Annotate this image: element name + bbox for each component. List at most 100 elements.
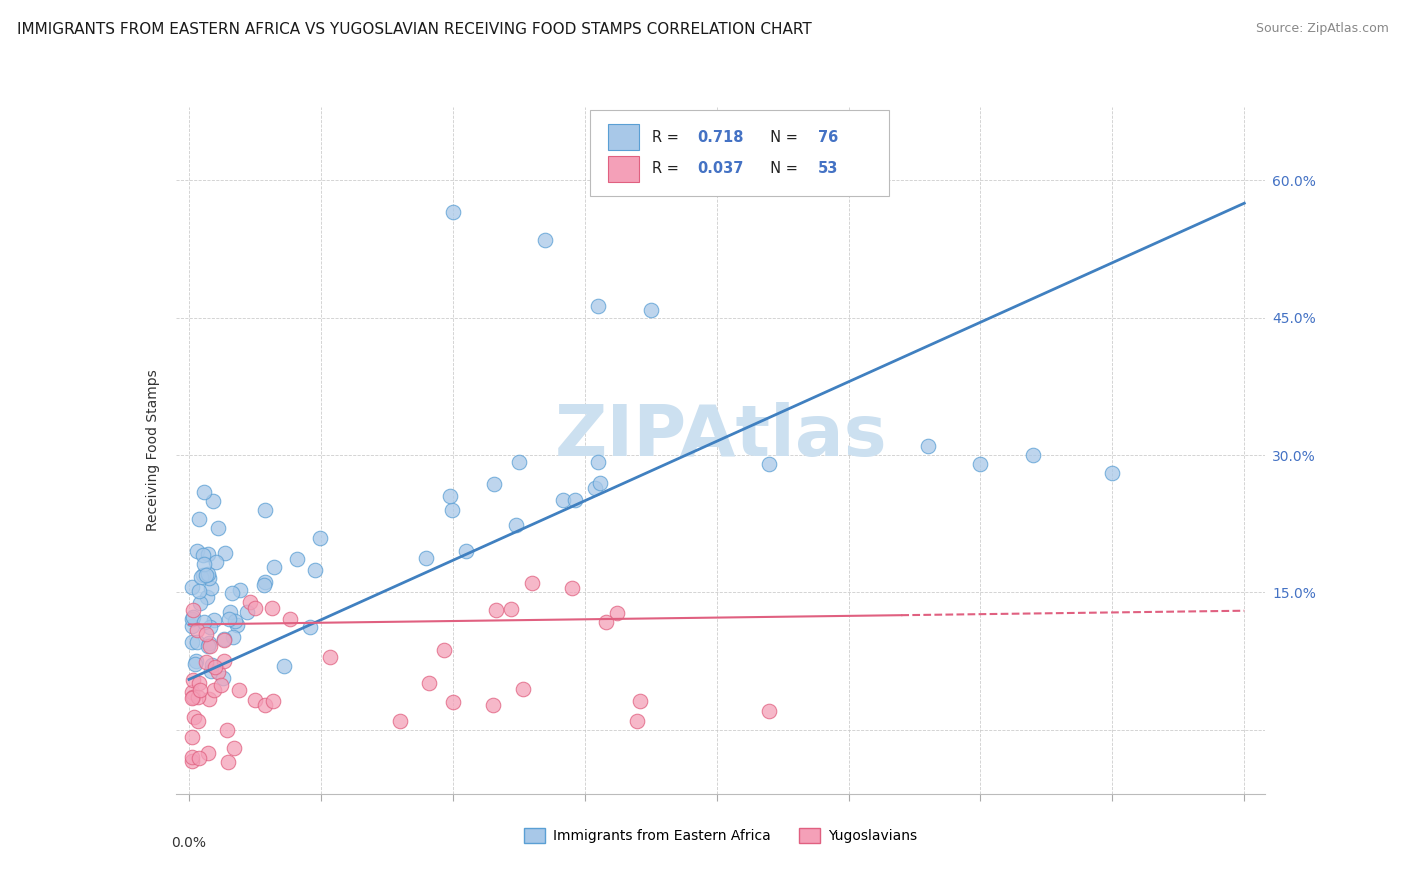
Point xyxy=(262,694,284,708)
Point xyxy=(181,673,204,688)
Point xyxy=(243,600,266,615)
Point xyxy=(441,205,464,219)
Point xyxy=(222,630,245,644)
Point xyxy=(194,627,217,641)
Point xyxy=(285,551,308,566)
Point xyxy=(187,714,209,728)
Point xyxy=(188,683,211,698)
Point xyxy=(441,502,464,516)
Point xyxy=(186,634,208,648)
Text: N =: N = xyxy=(761,161,803,177)
Point xyxy=(482,698,505,713)
Point xyxy=(235,605,257,619)
Point xyxy=(278,612,301,626)
Point xyxy=(221,586,243,600)
Point xyxy=(187,751,209,765)
Point xyxy=(534,233,557,247)
Text: 53: 53 xyxy=(817,161,838,177)
Text: R =: R = xyxy=(652,161,683,177)
Y-axis label: Receiving Food Stamps: Receiving Food Stamps xyxy=(146,369,160,532)
Point xyxy=(640,303,662,318)
FancyBboxPatch shape xyxy=(591,111,890,196)
Point xyxy=(564,492,586,507)
Point xyxy=(254,698,277,712)
Point xyxy=(180,580,202,594)
Point xyxy=(218,612,240,626)
Point xyxy=(202,613,225,627)
Point xyxy=(204,659,226,673)
Point xyxy=(499,602,522,616)
Point xyxy=(201,658,224,673)
Point xyxy=(253,575,276,590)
Point xyxy=(243,693,266,707)
Point xyxy=(202,493,225,508)
Point xyxy=(187,512,209,526)
Point xyxy=(197,567,219,582)
Point xyxy=(180,754,202,768)
Point xyxy=(186,654,208,668)
Point xyxy=(485,603,508,617)
Point xyxy=(193,557,215,571)
Text: 0.0%: 0.0% xyxy=(172,837,207,850)
Point xyxy=(188,596,211,610)
Point xyxy=(193,567,215,582)
Point xyxy=(441,695,464,709)
Point xyxy=(198,636,221,650)
Text: IMMIGRANTS FROM EASTERN AFRICA VS YUGOSLAVIAN RECEIVING FOOD STAMPS CORRELATION : IMMIGRANTS FROM EASTERN AFRICA VS YUGOSL… xyxy=(17,22,811,37)
Bar xyxy=(609,124,638,151)
Point xyxy=(183,603,205,617)
Text: R =: R = xyxy=(652,129,683,145)
Point xyxy=(180,685,202,699)
Bar xyxy=(609,156,638,182)
Point xyxy=(200,665,222,679)
Point xyxy=(1022,448,1045,462)
Point xyxy=(589,475,612,490)
Point xyxy=(217,755,239,769)
Point xyxy=(214,546,236,560)
Point xyxy=(263,560,285,574)
Point xyxy=(180,750,202,764)
Point xyxy=(212,632,235,647)
Point xyxy=(389,714,412,728)
Point xyxy=(202,683,225,698)
Point xyxy=(183,710,205,724)
Text: ZIPAtlas: ZIPAtlas xyxy=(554,402,887,471)
Text: N =: N = xyxy=(761,129,803,145)
Point xyxy=(309,532,332,546)
Point xyxy=(181,690,204,705)
Point xyxy=(224,614,246,628)
Point xyxy=(319,650,342,665)
Point xyxy=(298,620,321,634)
Point xyxy=(197,746,219,760)
Point xyxy=(222,740,245,755)
Point xyxy=(214,632,236,647)
Point xyxy=(758,457,780,471)
Point xyxy=(225,618,247,632)
Point xyxy=(253,578,276,592)
Point xyxy=(606,606,628,620)
Point xyxy=(197,547,219,561)
Point xyxy=(273,659,295,673)
Point xyxy=(583,481,606,495)
Point xyxy=(186,624,208,638)
Point xyxy=(630,694,652,708)
Point xyxy=(969,457,991,471)
Point xyxy=(560,581,582,595)
Point xyxy=(212,654,235,668)
Point xyxy=(418,675,440,690)
Point xyxy=(520,576,543,591)
Point xyxy=(512,681,534,696)
Point xyxy=(758,705,780,719)
Point xyxy=(198,639,221,653)
Point xyxy=(207,665,229,679)
Text: 0.037: 0.037 xyxy=(697,161,744,177)
Point xyxy=(193,484,215,499)
Point xyxy=(484,476,506,491)
Point xyxy=(191,548,214,562)
Text: Source: ZipAtlas.com: Source: ZipAtlas.com xyxy=(1256,22,1389,36)
Point xyxy=(586,454,609,468)
Point xyxy=(595,615,617,630)
Point xyxy=(217,723,239,737)
Point xyxy=(198,692,221,706)
Point xyxy=(553,493,575,508)
